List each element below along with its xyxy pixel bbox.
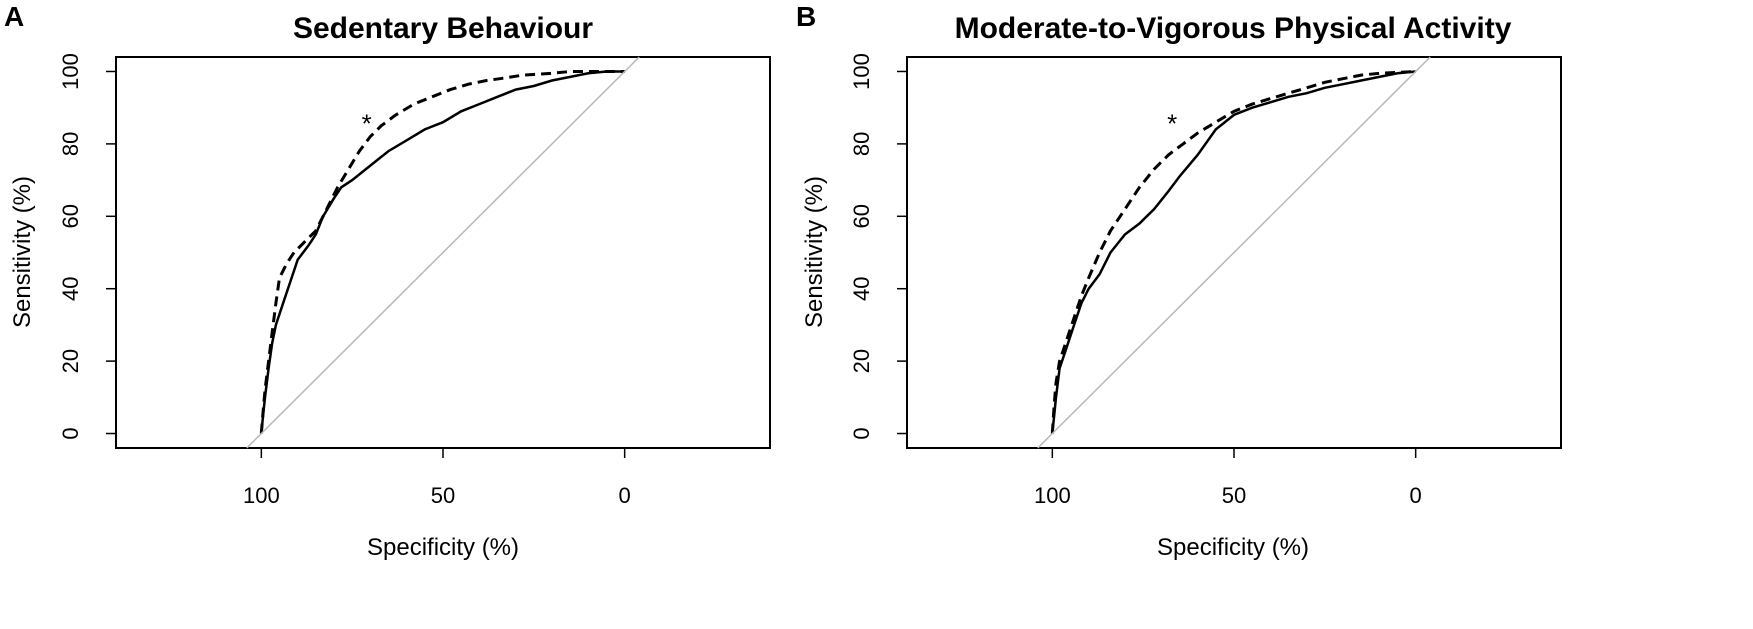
- x-tick-label: 50: [1222, 483, 1246, 508]
- roc-curve-solid: [260, 70, 625, 434]
- chart-title: Sedentary Behaviour: [293, 12, 593, 45]
- x-tick-label: 0: [619, 483, 631, 508]
- y-axis-label: Sensitivity (%): [9, 176, 36, 328]
- panel-label: B: [796, 1, 816, 32]
- y-axis-label: Sensitivity (%): [801, 176, 828, 328]
- roc-curve-solid: [1051, 70, 1416, 434]
- roc-curve-dashed: [1050, 70, 1416, 434]
- roc-curve-dashed: [259, 70, 625, 434]
- x-axis-label: Specificity (%): [367, 534, 519, 561]
- y-tick-label: 40: [849, 276, 874, 300]
- x-tick-label: 0: [1410, 483, 1422, 508]
- significance-marker: *: [362, 109, 372, 139]
- series-group: [1037, 56, 1431, 449]
- y-tick-label: 100: [849, 53, 874, 90]
- y-tick-label: 0: [58, 427, 83, 439]
- panel-b: B Moderate-to-Vigorous Physical Activity…: [796, 1, 1562, 561]
- significance-marker: *: [1167, 109, 1177, 139]
- x-tick-label: 100: [1034, 483, 1071, 508]
- roc-curve-diagonal: [246, 56, 640, 449]
- y-tick-label: 60: [849, 204, 874, 228]
- x-tick-label: 100: [243, 483, 280, 508]
- axis-ticks: 100 50 0 0 20 40 60 80 100: [849, 53, 1422, 508]
- series-group: [246, 56, 640, 449]
- y-tick-label: 0: [849, 427, 874, 439]
- panel-a: A Sedentary Behaviour 100 50 0020406080100…: [4, 1, 771, 561]
- y-tick-label: 20: [58, 349, 83, 373]
- y-tick-label: 60: [58, 204, 83, 228]
- chart-title: Moderate-to-Vigorous Physical Activity: [955, 12, 1512, 45]
- axis-ticks: 100 50 0 0 20 40 60 80 100: [58, 53, 631, 508]
- y-tick-label: 20: [849, 349, 874, 373]
- roc-curve-diagonal: [1037, 56, 1431, 449]
- panel-label: A: [4, 1, 24, 32]
- y-tick-label: 80: [849, 132, 874, 156]
- y-tick-label: 100: [58, 53, 83, 90]
- y-tick-label: 40: [58, 276, 83, 300]
- x-tick-label: 50: [431, 483, 455, 508]
- x-axis-label: Specificity (%): [1157, 534, 1309, 561]
- y-tick-label: 80: [58, 132, 83, 156]
